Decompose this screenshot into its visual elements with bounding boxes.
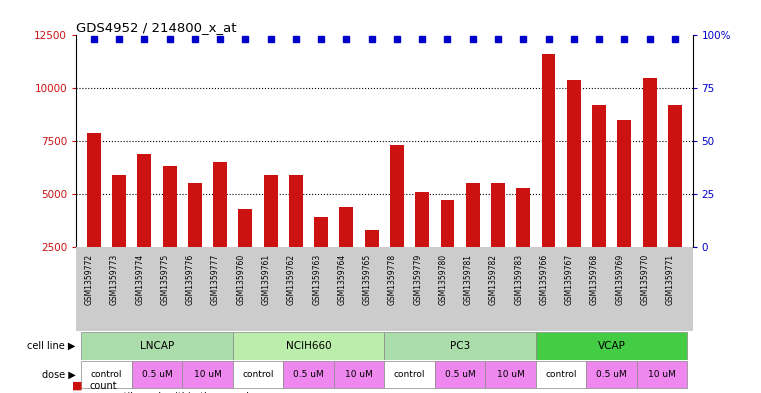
Text: GSM1359769: GSM1359769 [616, 253, 624, 305]
Text: GSM1359777: GSM1359777 [211, 253, 220, 305]
Bar [592, 105, 606, 247]
Text: GSM1359767: GSM1359767 [565, 253, 574, 305]
Text: GSM1359778: GSM1359778 [388, 253, 397, 305]
Bar [289, 175, 303, 247]
Bar [213, 162, 227, 247]
Text: 10 uM: 10 uM [497, 370, 524, 379]
Text: GSM1359776: GSM1359776 [186, 253, 195, 305]
Text: percentile rank within the sample: percentile rank within the sample [90, 392, 255, 393]
Bar [81, 332, 233, 360]
Text: GSM1359760: GSM1359760 [237, 253, 245, 305]
Text: control: control [242, 370, 274, 379]
Text: NCIH660: NCIH660 [285, 341, 331, 351]
Bar [87, 132, 100, 247]
Text: cell line ▶: cell line ▶ [27, 341, 75, 351]
Bar [441, 200, 454, 247]
Bar [334, 361, 384, 389]
Text: control: control [394, 370, 425, 379]
Text: GSM1359762: GSM1359762 [287, 253, 296, 305]
Text: GSM1359783: GSM1359783 [514, 253, 524, 305]
Text: GSM1359781: GSM1359781 [463, 253, 473, 305]
Text: LNCAP: LNCAP [140, 341, 174, 351]
Bar [384, 332, 536, 360]
Text: GSM1359761: GSM1359761 [262, 253, 271, 305]
Bar [486, 361, 536, 389]
Bar [617, 120, 631, 247]
Bar [491, 184, 505, 247]
Text: GSM1359779: GSM1359779 [413, 253, 422, 305]
Text: ■: ■ [72, 392, 83, 393]
Bar [384, 361, 435, 389]
Text: count: count [90, 381, 117, 391]
Text: GSM1359772: GSM1359772 [84, 253, 94, 305]
Bar [587, 361, 637, 389]
Text: 0.5 uM: 0.5 uM [293, 370, 324, 379]
Text: 0.5 uM: 0.5 uM [444, 370, 476, 379]
Bar [81, 361, 132, 389]
Bar [466, 184, 479, 247]
Bar [365, 230, 379, 247]
Bar [435, 361, 486, 389]
Text: GSM1359770: GSM1359770 [641, 253, 650, 305]
Bar [567, 80, 581, 247]
Text: 10 uM: 10 uM [193, 370, 221, 379]
Text: GSM1359774: GSM1359774 [135, 253, 145, 305]
Text: dose ▶: dose ▶ [42, 370, 75, 380]
Text: GSM1359782: GSM1359782 [489, 253, 498, 305]
Text: VCAP: VCAP [597, 341, 626, 351]
Text: 0.5 uM: 0.5 uM [597, 370, 627, 379]
Bar [283, 361, 334, 389]
Text: ■: ■ [72, 381, 83, 391]
Text: GSM1359763: GSM1359763 [312, 253, 321, 305]
Bar [536, 361, 587, 389]
Text: GSM1359768: GSM1359768 [590, 253, 599, 305]
Bar [233, 332, 384, 360]
Text: GSM1359766: GSM1359766 [540, 253, 549, 305]
Text: 10 uM: 10 uM [648, 370, 676, 379]
Text: PC3: PC3 [450, 341, 470, 351]
Bar [642, 78, 657, 247]
Bar [263, 175, 278, 247]
Bar [536, 332, 687, 360]
Bar [637, 361, 687, 389]
Text: GSM1359780: GSM1359780 [438, 253, 447, 305]
Bar [182, 361, 233, 389]
Bar [516, 187, 530, 247]
Text: GSM1359773: GSM1359773 [110, 253, 119, 305]
Bar [416, 192, 429, 247]
Bar [233, 361, 283, 389]
Text: 0.5 uM: 0.5 uM [142, 370, 172, 379]
Bar [163, 167, 177, 247]
Text: control: control [546, 370, 577, 379]
Bar [542, 54, 556, 247]
Bar [132, 361, 182, 389]
Bar [390, 145, 404, 247]
Text: GDS4952 / 214800_x_at: GDS4952 / 214800_x_at [76, 21, 237, 34]
Text: 10 uM: 10 uM [345, 370, 373, 379]
Text: control: control [91, 370, 123, 379]
Bar [314, 217, 328, 247]
Text: GSM1359775: GSM1359775 [161, 253, 170, 305]
Bar [138, 154, 151, 247]
Bar [238, 209, 253, 247]
Bar [668, 105, 682, 247]
Text: GSM1359771: GSM1359771 [666, 253, 675, 305]
Bar [339, 207, 353, 247]
Bar [112, 175, 126, 247]
Bar [188, 184, 202, 247]
Text: GSM1359765: GSM1359765 [363, 253, 371, 305]
Text: GSM1359764: GSM1359764 [337, 253, 346, 305]
